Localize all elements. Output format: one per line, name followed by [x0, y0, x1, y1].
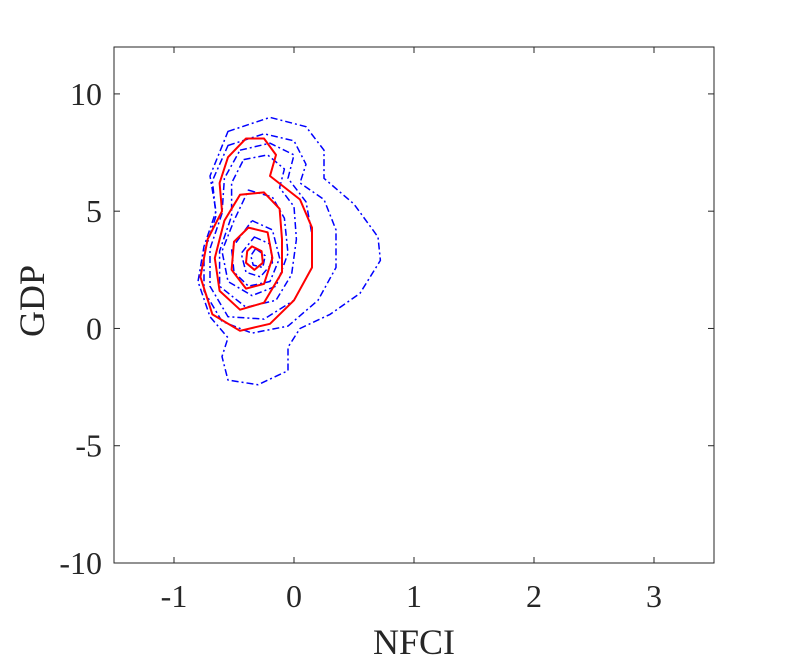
y-tick-label: 0: [86, 310, 102, 346]
dashdot-contour-line: [203, 133, 337, 334]
x-tick-label: 3: [646, 578, 662, 614]
y-tick-label: 10: [70, 76, 102, 112]
x-tick-label: 2: [526, 578, 542, 614]
y-tick-label: 5: [86, 193, 102, 229]
solid-contour-line: [213, 191, 283, 311]
dashdot-contour-line: [197, 116, 382, 386]
solid-contour-line: [245, 245, 264, 271]
solid-contour-line: [199, 137, 313, 332]
x-tick-label: 0: [286, 578, 302, 614]
y-tick-label: -5: [75, 428, 102, 464]
x-axis-label: NFCI: [373, 622, 455, 662]
x-tick-label: -1: [161, 578, 188, 614]
dashdot-contour-line: [221, 189, 289, 297]
dashdot-contour-line: [230, 219, 281, 287]
y-tick-label: -10: [59, 545, 102, 581]
y-axis-label: GDP: [12, 265, 52, 337]
dashdot-contour-line: [218, 154, 298, 309]
x-tick-label: 1: [406, 578, 422, 614]
plot-area-frame: [113, 46, 715, 564]
solid-contour-line: [230, 226, 274, 290]
contour-layer: [197, 116, 382, 386]
